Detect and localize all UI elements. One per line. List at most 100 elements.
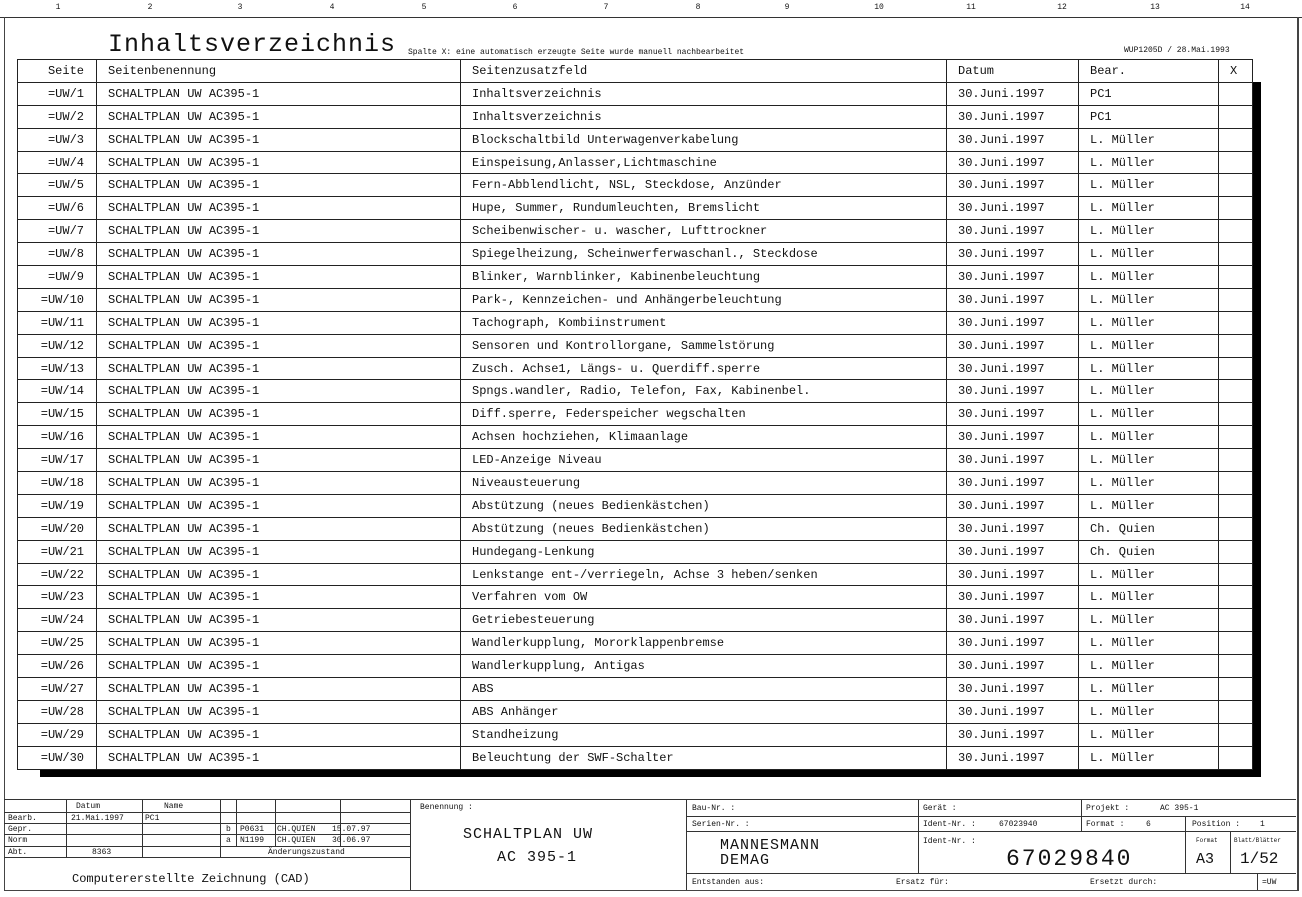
cell-seitenbenennung: SCHALTPLAN UW AC395-1 bbox=[96, 287, 461, 312]
cell-seitenbenennung: SCHALTPLAN UW AC395-1 bbox=[96, 127, 461, 152]
table-row: =UW/4 SCHALTPLAN UW AC395-1 Einspeisung,An… bbox=[17, 150, 1253, 175]
cell-seitenzusatzfeld: Inhaltsverzeichnis bbox=[460, 81, 947, 106]
cell-datum: 30.Juni.1997 bbox=[946, 196, 1079, 221]
cell-x-flag bbox=[1218, 493, 1253, 518]
ruler-number: 14 bbox=[1240, 3, 1250, 12]
cell-seite: =UW/7 bbox=[17, 219, 97, 244]
table-row: =UW/27 SCHALTPLAN UW AC395-1 ABS 30.Juni.19… bbox=[17, 677, 1253, 701]
table-row: =UW/1 SCHALTPLAN UW AC395-1 Inhaltsverzeic… bbox=[17, 81, 1253, 106]
header-note: Spalte X: eine automatisch erzeugte Seit… bbox=[408, 48, 745, 57]
cell-bearbeiter: L. Müller bbox=[1078, 265, 1219, 289]
cell-x-flag bbox=[1218, 516, 1253, 541]
cell-datum: 30.Juni.1997 bbox=[946, 310, 1079, 335]
cell-seite: =UW/24 bbox=[17, 608, 97, 633]
cell-bearbeiter: L. Müller bbox=[1078, 608, 1219, 633]
cell-seite: =UW/1 bbox=[17, 81, 97, 106]
bearb-label: Bearb. bbox=[8, 814, 37, 823]
cell-seitenzusatzfeld: Zusch. Achse1, Längs- u. Querdiff.sperre bbox=[460, 356, 947, 381]
cell-seite: =UW/3 bbox=[17, 127, 97, 152]
cell-bearbeiter: L. Müller bbox=[1078, 585, 1219, 610]
cell-seitenzusatzfeld: Beleuchtung der SWF-Schalter bbox=[460, 745, 947, 770]
toc-table: Seite Seitenbenennung Seitenzusatzfeld Datu… bbox=[17, 59, 1253, 770]
cell-datum: 30.Juni.1997 bbox=[946, 677, 1079, 701]
column-header-datum: Datum bbox=[946, 59, 1079, 83]
cell-datum: 30.Juni.1997 bbox=[946, 265, 1079, 289]
header-reference: WUP1205D / 28.Mai.1993 bbox=[1124, 46, 1230, 55]
cell-datum: 30.Juni.1997 bbox=[946, 104, 1079, 129]
cell-seite: =UW/21 bbox=[17, 539, 97, 564]
table-row: =UW/5 SCHALTPLAN UW AC395-1 Fern-Abblendli… bbox=[17, 173, 1253, 198]
cell-seitenzusatzfeld: Abstützung (neues Bedienkästchen) bbox=[460, 516, 947, 541]
cell-seite: =UW/15 bbox=[17, 402, 97, 427]
table-shadow bbox=[40, 768, 1261, 777]
cell-seitenbenennung: SCHALTPLAN UW AC395-1 bbox=[96, 448, 461, 473]
cell-seite: =UW/10 bbox=[17, 287, 97, 312]
cell-x-flag bbox=[1218, 196, 1253, 221]
cell-seite: =UW/28 bbox=[17, 699, 97, 724]
cell-seite: =UW/27 bbox=[17, 677, 97, 701]
cell-datum: 30.Juni.1997 bbox=[946, 173, 1079, 198]
seriennr-label: Serien-Nr. : bbox=[692, 820, 750, 829]
entstanden-label: Entstanden aus: bbox=[692, 878, 765, 887]
benennung-label: Benennung : bbox=[420, 803, 473, 812]
cell-x-flag bbox=[1218, 562, 1253, 587]
cell-seite: =UW/26 bbox=[17, 654, 97, 679]
norm-label: Norm bbox=[8, 836, 28, 845]
cell-bearbeiter: L. Müller bbox=[1078, 745, 1219, 770]
cell-seitenzusatzfeld: LED-Anzeige Niveau bbox=[460, 448, 947, 473]
bearb-datum: 21.Mai.1997 bbox=[71, 814, 124, 823]
cell-seitenzusatzfeld: Wandlerkupplung, Mororklappenbremse bbox=[460, 631, 947, 656]
revision-date: 30.06.97 bbox=[332, 836, 371, 845]
table-row: =UW/3 SCHALTPLAN UW AC395-1 Blockschaltbil… bbox=[17, 127, 1253, 152]
cell-seite: =UW/13 bbox=[17, 356, 97, 381]
cell-bearbeiter: L. Müller bbox=[1078, 722, 1219, 747]
ruler-number: 9 bbox=[784, 3, 790, 12]
cell-seite: =UW/29 bbox=[17, 722, 97, 747]
cell-datum: 30.Juni.1997 bbox=[946, 150, 1079, 175]
cell-seite: =UW/5 bbox=[17, 173, 97, 198]
table-row: =UW/29 SCHALTPLAN UW AC395-1 Standheizung 3… bbox=[17, 722, 1253, 747]
ersetzt-label: Ersetzt durch: bbox=[1090, 878, 1158, 887]
projekt-label: Projekt : bbox=[1086, 804, 1130, 813]
cell-datum: 30.Juni.1997 bbox=[946, 402, 1079, 427]
cell-x-flag bbox=[1218, 356, 1253, 381]
cell-bearbeiter: L. Müller bbox=[1078, 379, 1219, 404]
table-row: =UW/23 SCHALTPLAN UW AC395-1 Verfahren vom… bbox=[17, 585, 1253, 610]
table-row: =UW/11 SCHALTPLAN UW AC395-1 Tachograph, K… bbox=[17, 310, 1253, 335]
cell-bearbeiter: L. Müller bbox=[1078, 356, 1219, 381]
cell-datum: 30.Juni.1997 bbox=[946, 333, 1079, 358]
cell-x-flag bbox=[1218, 127, 1253, 152]
format-label: Format : bbox=[1086, 820, 1125, 829]
cell-bearbeiter: L. Müller bbox=[1078, 287, 1219, 312]
blatt-label: Blatt/Blätter bbox=[1234, 837, 1281, 844]
cell-x-flag bbox=[1218, 150, 1253, 175]
abt-label: Abt. bbox=[8, 848, 28, 857]
blatt-value: 1/52 bbox=[1240, 850, 1279, 868]
cell-datum: 30.Juni.1997 bbox=[946, 539, 1079, 564]
cell-seitenzusatzfeld: ABS Anhänger bbox=[460, 699, 947, 724]
cell-seitenzusatzfeld: Abstützung (neues Bedienkästchen) bbox=[460, 493, 947, 518]
cell-datum: 30.Juni.1997 bbox=[946, 379, 1079, 404]
cell-seite: =UW/17 bbox=[17, 448, 97, 473]
cell-seitenzusatzfeld: Getriebesteuerung bbox=[460, 608, 947, 633]
gepr-label: Gepr. bbox=[8, 825, 33, 834]
cell-seitenzusatzfeld: Hupe, Summer, Rundumleuchten, Bremslicht bbox=[460, 196, 947, 221]
cell-bearbeiter: L. Müller bbox=[1078, 448, 1219, 473]
cell-seitenzusatzfeld: Inhaltsverzeichnis bbox=[460, 104, 947, 129]
company-line1: MANNESMANN bbox=[720, 837, 821, 854]
table-row: =UW/17 SCHALTPLAN UW AC395-1 LED-Anzeige N… bbox=[17, 448, 1253, 473]
cell-seitenzusatzfeld: Sensoren und Kontrollorgane, Sammelstöru… bbox=[460, 333, 947, 358]
cell-seitenbenennung: SCHALTPLAN UW AC395-1 bbox=[96, 219, 461, 244]
format-value: 6 bbox=[1146, 820, 1151, 829]
cell-bearbeiter: L. Müller bbox=[1078, 173, 1219, 198]
cell-bearbeiter: L. Müller bbox=[1078, 677, 1219, 701]
ruler-number: 11 bbox=[966, 3, 976, 12]
cell-x-flag bbox=[1218, 242, 1253, 267]
cell-seitenzusatzfeld: Fern-Abblendlicht, NSL, Steckdose, Anzün… bbox=[460, 173, 947, 198]
revision-index: b bbox=[226, 825, 231, 834]
cell-bearbeiter: L. Müller bbox=[1078, 127, 1219, 152]
cell-seitenzusatzfeld: Blinker, Warnblinker, Kabinenbeleuchtung bbox=[460, 265, 947, 289]
cell-seitenzusatzfeld: Tachograph, Kombiinstrument bbox=[460, 310, 947, 335]
cell-seitenzusatzfeld: Hundegang-Lenkung bbox=[460, 539, 947, 564]
cell-x-flag bbox=[1218, 310, 1253, 335]
